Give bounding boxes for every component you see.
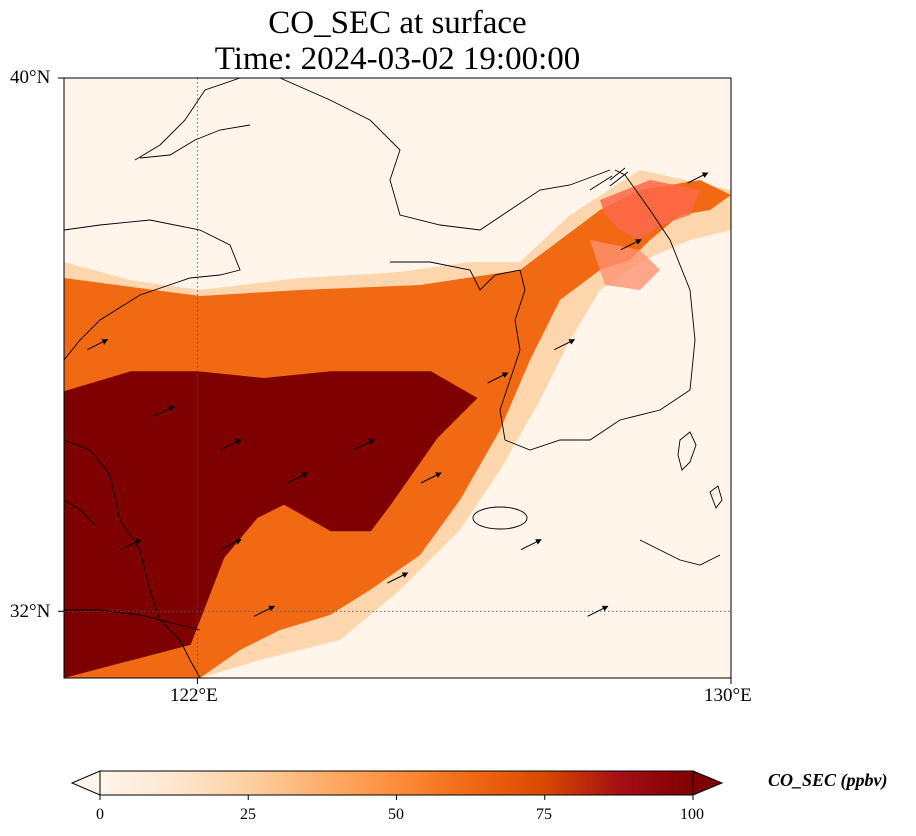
map-subtitle-time: Time: 2024-03-02 19:00:00 — [214, 41, 581, 77]
lat-tick-40n: 40°N — [10, 67, 51, 88]
wind-arrow — [353, 439, 376, 451]
colorbar-extend-max — [692, 770, 724, 796]
wind-arrow — [220, 539, 242, 551]
wind-arrow — [120, 539, 142, 551]
concentration-field — [64, 78, 731, 678]
wind-arrow — [420, 472, 442, 484]
wind-arrow — [287, 472, 309, 484]
wind-arrow — [587, 605, 609, 617]
colorbar-tick-100: 100 — [680, 806, 704, 823]
colorbar-extend-min — [70, 770, 101, 796]
colorbar-title: CO_SEC (ppbv) — [768, 770, 888, 790]
wind-arrow — [220, 439, 242, 451]
lon-tick-122e: 122°E — [170, 685, 218, 706]
colorbar-gradient — [100, 771, 693, 795]
wind-arrow — [687, 172, 709, 184]
korea-hotspot-2 — [590, 240, 660, 290]
map-frame — [63, 77, 732, 679]
colorbar-tick-25: 25 — [240, 806, 256, 823]
gridlines — [64, 78, 731, 678]
lat-tick-32n: 32°N — [10, 601, 51, 622]
wind-arrow — [153, 405, 175, 417]
lon-tick-130e: 130°E — [704, 685, 752, 706]
colorbar-tick-75: 75 — [536, 806, 552, 823]
colorbar — [70, 770, 724, 800]
wind-arrow — [487, 372, 509, 384]
coastlines — [64, 78, 723, 678]
wind-vectors — [87, 172, 709, 617]
colorbar-tick-50: 50 — [388, 806, 404, 823]
wind-arrow — [87, 339, 109, 351]
plume-core — [64, 371, 478, 678]
map-title: CO_SEC at surface — [268, 5, 527, 41]
wind-arrow — [520, 539, 542, 551]
wind-arrow — [620, 239, 642, 251]
wind-arrow — [554, 339, 576, 351]
wind-arrow — [387, 572, 409, 584]
colorbar-tick-0: 0 — [96, 806, 104, 823]
axis-ticks — [58, 77, 732, 684]
wind-arrow — [253, 605, 275, 617]
